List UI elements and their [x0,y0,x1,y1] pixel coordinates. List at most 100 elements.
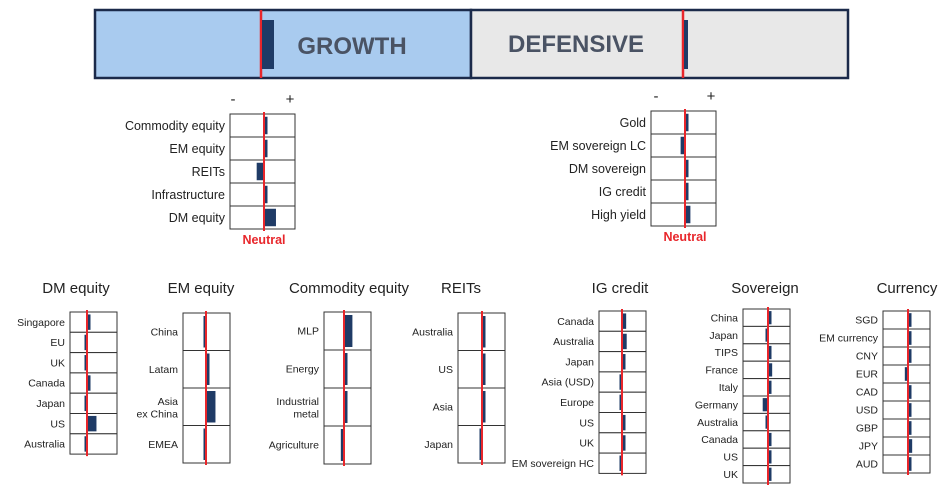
category-label: DM equity [169,211,226,225]
value-bar [623,333,627,350]
category-label: Energy [286,364,320,376]
row-cell [882,418,931,438]
row-cell [69,311,118,333]
row-cell [650,110,717,135]
category-label: DM sovereign [569,162,646,176]
category-label: France [705,365,738,377]
category-label: Latam [149,364,178,376]
chart-title: Currency [877,280,938,297]
category-label: JPY [859,441,878,453]
category-label: EM sovereign HC [512,458,595,470]
value-bar [909,439,913,453]
chart-title: Sovereign [731,280,799,297]
row-cell [882,400,931,420]
value-bar [256,162,264,181]
category-label-cont: metal [293,409,319,421]
category-label: GBP [856,423,878,435]
category-label: Industrial [276,396,319,408]
value-bar [88,314,91,330]
value-bar [265,208,276,227]
category-label: Japan [36,398,65,410]
row-cell [69,372,118,394]
row-cell [69,352,118,374]
category-label: US [438,364,453,376]
chart-panel-4: Commodity equity MLP Energy Industrialmetal… [269,280,410,466]
value-bar [84,436,87,452]
row-cell [69,433,118,455]
value-bar [623,354,626,370]
row-cell [882,328,931,348]
category-label: MLP [297,326,319,338]
row-cell [742,343,791,362]
category-label: TIPS [715,347,738,359]
row-cell [650,179,717,204]
value-bar [765,415,768,429]
value-bar [88,375,91,391]
category-label: EU [50,337,65,349]
neutral-label: Neutral [663,230,706,244]
row-cell [882,454,931,474]
value-bar [686,159,689,178]
row-cell [742,465,791,484]
growth-label: GROWTH [297,33,406,60]
defensive-label: DEFENSIVE [508,31,644,58]
value-bar [619,455,622,471]
value-bar [686,113,689,132]
category-label: Gold [620,116,646,130]
category-label: Canada [701,434,738,446]
value-bar [769,467,772,481]
category-label: US [579,417,594,429]
value-bar [909,457,912,471]
value-bar [909,331,912,345]
row-cell [882,382,931,402]
value-bar [619,394,622,411]
row-cell [229,182,296,207]
category-label: Australia [697,417,738,429]
category-label: AUD [856,459,879,471]
category-label: Asia (USD) [541,377,594,389]
value-bar [345,315,353,347]
value-bar [909,403,912,417]
row-cell [742,430,791,449]
category-label: UK [579,438,594,450]
chart-title: EM equity [168,280,235,297]
category-label: Asia [158,396,179,408]
category-label: Canada [557,316,594,328]
category-label: Australia [553,336,594,348]
category-label: UK [50,357,65,369]
category-label-cont: ex China [137,408,179,420]
chart-panel-1: - + Gold EM sovereign LC DM sovereign IG cred… [550,88,717,244]
value-bar [686,182,689,201]
defensive-position-bar [684,20,688,69]
value-bar [84,355,87,371]
growth-position-bar [262,20,274,69]
value-bar [88,415,97,432]
category-label: China [151,326,179,338]
category-label: Germany [695,399,739,411]
value-bar [265,116,268,135]
row-cell [882,436,931,456]
category-label: Italy [719,382,739,394]
chart-panel-5: REITs Australia US Asia Japan [412,280,506,465]
category-label: EM sovereign LC [550,139,646,153]
category-label: Asia [433,401,454,413]
value-bar [483,353,486,385]
category-label: Commodity equity [125,119,226,133]
row-cell [323,425,372,465]
value-bar [84,395,87,412]
value-bar [769,311,772,325]
value-bar [769,345,772,360]
minus-label: - [654,88,659,105]
category-label: Agriculture [269,440,319,452]
minus-label: - [231,91,236,108]
category-label: Japan [709,330,738,342]
value-bar [265,185,268,204]
growth-defensive-banner: GROWTH DEFENSIVE [93,8,850,80]
value-bar [84,334,87,351]
value-bar [769,450,772,464]
chart-title: DM equity [42,280,110,297]
value-bar [909,385,912,399]
category-label: EUR [856,369,879,381]
